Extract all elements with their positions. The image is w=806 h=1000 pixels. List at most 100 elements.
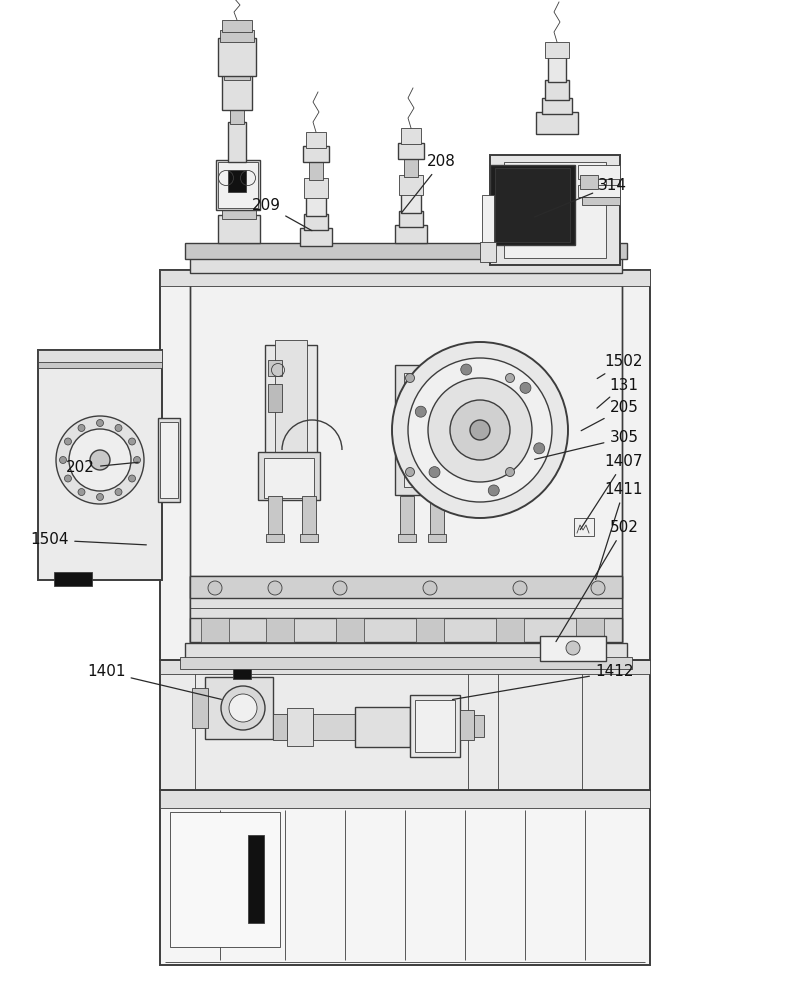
Bar [222, 75, 252, 110]
Circle shape [461, 364, 472, 375]
Bar [398, 534, 416, 542]
Bar [160, 660, 650, 674]
Bar [574, 518, 594, 536]
Bar [399, 175, 423, 195]
Bar [545, 80, 569, 100]
Text: 1407: 1407 [580, 454, 643, 530]
Bar [490, 165, 575, 245]
Circle shape [221, 686, 265, 730]
Text: 1401: 1401 [87, 664, 222, 699]
Bar [300, 534, 318, 542]
Bar [474, 715, 484, 737]
Bar [545, 42, 569, 58]
Circle shape [505, 468, 514, 477]
Circle shape [566, 641, 580, 655]
Bar [160, 270, 650, 660]
Bar [268, 384, 282, 412]
Bar [580, 175, 598, 189]
Bar [399, 211, 423, 227]
Bar [430, 496, 444, 538]
Bar [218, 38, 256, 76]
Text: 1504: 1504 [31, 532, 147, 548]
Bar [190, 618, 622, 642]
Text: 1411: 1411 [596, 483, 643, 579]
Bar [273, 714, 287, 740]
Bar [205, 677, 273, 739]
Circle shape [429, 467, 440, 478]
Circle shape [115, 489, 122, 496]
Bar [401, 128, 421, 144]
Circle shape [534, 443, 545, 454]
Bar [38, 350, 162, 580]
Text: 1412: 1412 [452, 664, 634, 700]
Bar [230, 108, 244, 124]
Bar [304, 178, 328, 198]
Bar [192, 688, 208, 728]
Bar [548, 56, 566, 82]
Bar [416, 618, 444, 642]
Text: 209: 209 [251, 198, 312, 231]
Bar [266, 534, 284, 542]
Bar [542, 98, 572, 114]
Bar [287, 708, 313, 746]
Bar [398, 143, 424, 159]
Circle shape [64, 475, 72, 482]
Circle shape [513, 581, 527, 595]
Text: 314: 314 [534, 178, 627, 217]
Circle shape [392, 342, 568, 518]
Text: 1502: 1502 [597, 355, 643, 379]
Circle shape [90, 450, 110, 470]
Circle shape [134, 456, 140, 464]
Bar [228, 122, 246, 162]
Bar [216, 160, 260, 210]
Text: 208: 208 [401, 154, 456, 213]
Bar [400, 496, 414, 538]
Circle shape [64, 438, 72, 445]
Text: 131: 131 [597, 377, 638, 408]
Bar [302, 496, 316, 538]
Bar [180, 657, 632, 669]
Bar [496, 618, 524, 642]
Circle shape [97, 420, 103, 426]
Circle shape [505, 373, 514, 382]
Bar [576, 618, 604, 642]
Bar [160, 270, 650, 286]
Bar [306, 132, 326, 148]
Bar [190, 576, 622, 642]
Circle shape [408, 358, 552, 502]
Bar [190, 255, 622, 273]
Circle shape [591, 581, 605, 595]
Bar [38, 362, 162, 368]
Bar [404, 157, 418, 177]
Bar [268, 496, 282, 538]
Circle shape [208, 581, 222, 595]
Circle shape [333, 581, 347, 595]
Bar [160, 660, 650, 790]
Bar [233, 665, 251, 679]
Circle shape [520, 382, 531, 393]
Circle shape [97, 493, 103, 500]
Bar [258, 452, 320, 500]
Bar [401, 193, 421, 213]
Bar [160, 790, 650, 965]
Bar [248, 835, 264, 923]
Bar [355, 707, 410, 747]
Bar [490, 155, 620, 265]
Bar [266, 618, 294, 642]
Bar [536, 112, 578, 134]
Circle shape [405, 373, 414, 382]
Bar [313, 714, 355, 740]
Bar [309, 160, 323, 180]
Bar [578, 165, 620, 179]
Bar [410, 695, 460, 757]
Bar [190, 285, 622, 643]
Bar [220, 30, 254, 42]
Circle shape [56, 416, 144, 504]
Bar [160, 422, 178, 498]
Bar [480, 242, 496, 262]
Bar [38, 350, 162, 364]
Bar [265, 345, 317, 453]
Bar [460, 710, 474, 740]
Circle shape [488, 485, 499, 496]
Bar [504, 162, 606, 258]
